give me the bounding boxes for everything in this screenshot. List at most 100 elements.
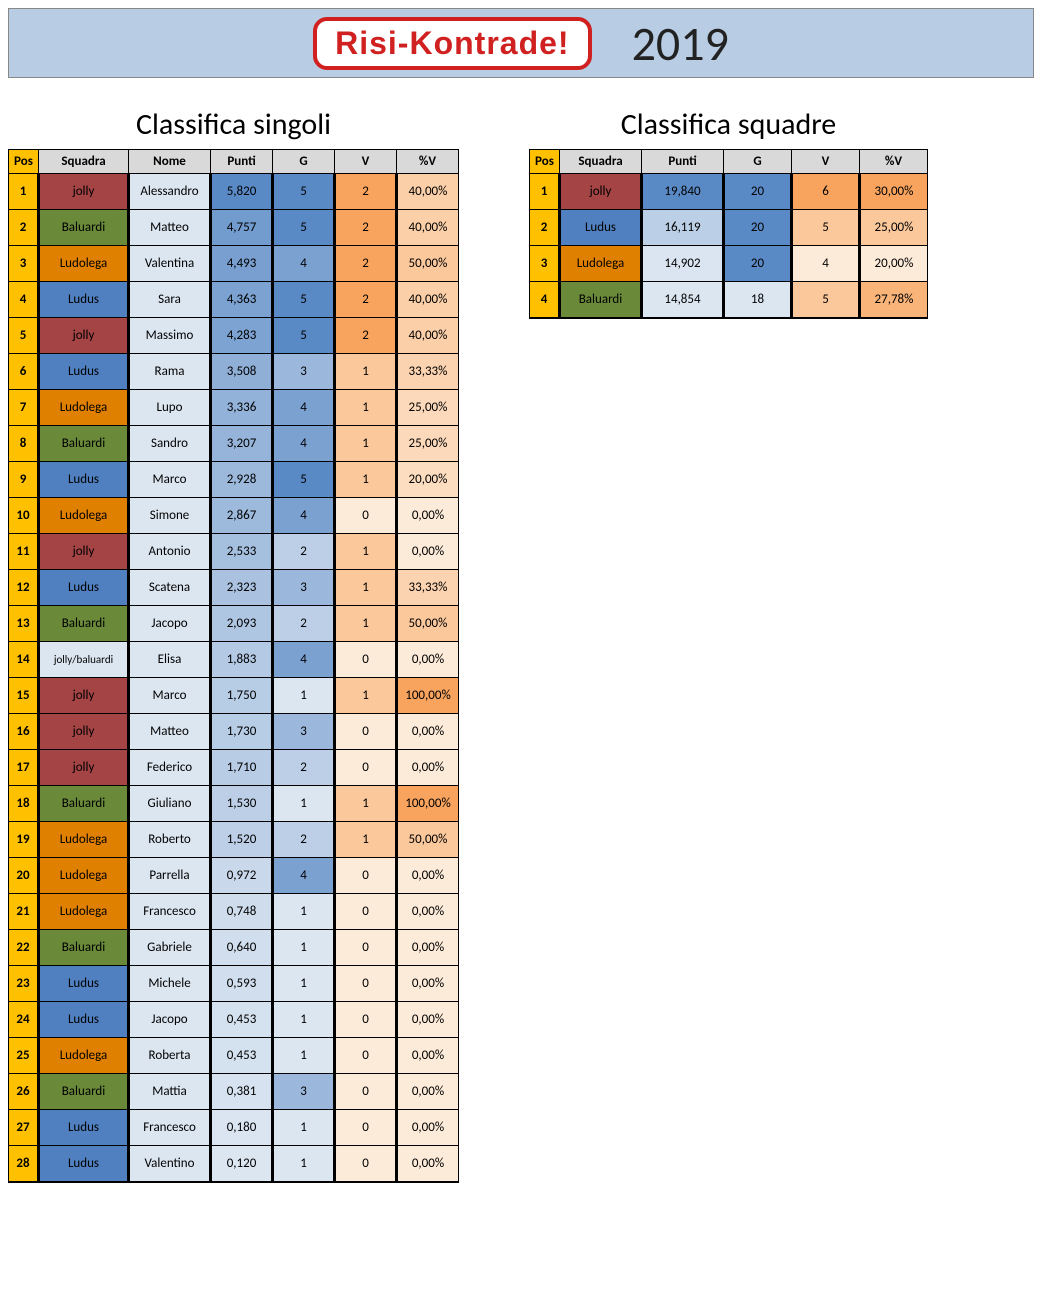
g-cell: 20 [724, 174, 792, 210]
pv-cell: 0,00% [397, 750, 459, 786]
pos-cell: 26 [9, 1074, 39, 1110]
nome-cell: Giuliano [129, 786, 211, 822]
punti-cell: 0,381 [211, 1074, 273, 1110]
pv-cell: 100,00% [397, 786, 459, 822]
nome-cell: Federico [129, 750, 211, 786]
g-cell: 3 [273, 570, 335, 606]
v-cell: 1 [335, 570, 397, 606]
punti-cell: 1,730 [211, 714, 273, 750]
pv-cell: 20,00% [397, 462, 459, 498]
squadre-title: Classifica squadre [529, 106, 928, 143]
v-cell: 0 [335, 930, 397, 966]
v-cell: 0 [335, 966, 397, 1002]
squadra-cell: Ludus [39, 354, 129, 390]
v-cell: 1 [335, 606, 397, 642]
nome-cell: Valentino [129, 1146, 211, 1182]
v-cell: 2 [335, 246, 397, 282]
punti-cell: 0,748 [211, 894, 273, 930]
squadra-cell: Baluardi [39, 930, 129, 966]
punti-cell: 1,710 [211, 750, 273, 786]
nome-cell: Francesco [129, 1110, 211, 1146]
v-cell: 2 [335, 174, 397, 210]
punti-cell: 2,093 [211, 606, 273, 642]
punti-cell: 16,119 [642, 210, 724, 246]
pv-cell: 27,78% [860, 282, 928, 318]
squadra-cell: jolly [39, 714, 129, 750]
pos-cell: 4 [9, 282, 39, 318]
nome-cell: Marco [129, 678, 211, 714]
v-cell: 1 [335, 426, 397, 462]
v-cell: 0 [335, 750, 397, 786]
v-cell: 0 [335, 1038, 397, 1074]
punti-cell: 1,883 [211, 642, 273, 678]
table-row: 4LudusSara4,3635240,00% [9, 282, 459, 318]
table-row: 25LudolegaRoberta0,453100,00% [9, 1038, 459, 1074]
col-header: V [792, 150, 860, 174]
nome-cell: Antonio [129, 534, 211, 570]
table-row: 2Ludus16,11920525,00% [530, 210, 928, 246]
pv-cell: 0,00% [397, 1038, 459, 1074]
tables-container: Classifica singoli PosSquadraNomePuntiGV… [0, 86, 1042, 1191]
singoli-table: PosSquadraNomePuntiGV%V 1jollyAlessandro… [8, 149, 459, 1183]
punti-cell: 3,336 [211, 390, 273, 426]
punti-cell: 4,493 [211, 246, 273, 282]
pos-cell: 11 [9, 534, 39, 570]
table-row: 6LudusRama3,5083133,33% [9, 354, 459, 390]
v-cell: 1 [335, 534, 397, 570]
pv-cell: 25,00% [397, 426, 459, 462]
pv-cell: 33,33% [397, 354, 459, 390]
g-cell: 1 [273, 894, 335, 930]
squadra-cell: Ludus [39, 1146, 129, 1182]
g-cell: 4 [273, 858, 335, 894]
v-cell: 2 [335, 318, 397, 354]
squadra-cell: Ludolega [39, 822, 129, 858]
table-row: 9LudusMarco2,9285120,00% [9, 462, 459, 498]
pos-cell: 1 [530, 174, 560, 210]
table-row: 17jollyFederico1,710200,00% [9, 750, 459, 786]
pos-cell: 19 [9, 822, 39, 858]
table-row: 28LudusValentino0,120100,00% [9, 1146, 459, 1182]
pv-cell: 30,00% [860, 174, 928, 210]
v-cell: 1 [335, 786, 397, 822]
table-row: 15jollyMarco1,75011100,00% [9, 678, 459, 714]
g-cell: 5 [273, 462, 335, 498]
squadra-cell: jolly [39, 678, 129, 714]
pv-cell: 0,00% [397, 1110, 459, 1146]
singoli-header-row: PosSquadraNomePuntiGV%V [9, 150, 459, 174]
v-cell: 1 [335, 822, 397, 858]
v-cell: 1 [335, 678, 397, 714]
punti-cell: 1,750 [211, 678, 273, 714]
pos-cell: 25 [9, 1038, 39, 1074]
pv-cell: 33,33% [397, 570, 459, 606]
punti-cell: 2,533 [211, 534, 273, 570]
g-cell: 1 [273, 678, 335, 714]
table-row: 14jolly/baluardiElisa1,883400,00% [9, 642, 459, 678]
v-cell: 0 [335, 714, 397, 750]
table-row: 5jollyMassimo4,2835240,00% [9, 318, 459, 354]
g-cell: 4 [273, 642, 335, 678]
g-cell: 2 [273, 606, 335, 642]
squadra-cell: Ludus [39, 1002, 129, 1038]
v-cell: 1 [335, 354, 397, 390]
v-cell: 5 [792, 282, 860, 318]
g-cell: 18 [724, 282, 792, 318]
table-row: 11jollyAntonio2,533210,00% [9, 534, 459, 570]
pos-cell: 24 [9, 1002, 39, 1038]
squadra-cell: Baluardi [560, 282, 642, 318]
pv-cell: 0,00% [397, 966, 459, 1002]
squadra-cell: jolly [39, 750, 129, 786]
g-cell: 1 [273, 930, 335, 966]
table-row: 10LudolegaSimone2,867400,00% [9, 498, 459, 534]
squadra-cell: Baluardi [39, 786, 129, 822]
squadra-cell: Baluardi [39, 210, 129, 246]
header-bar: Risi-Kontrade! 2019 [8, 8, 1034, 78]
col-header: %V [397, 150, 459, 174]
table-row: 3LudolegaValentina4,4934250,00% [9, 246, 459, 282]
squadra-cell: Ludus [560, 210, 642, 246]
squadra-cell: Baluardi [39, 426, 129, 462]
pv-cell: 40,00% [397, 318, 459, 354]
pv-cell: 50,00% [397, 822, 459, 858]
col-header: Squadra [39, 150, 129, 174]
pv-cell: 40,00% [397, 282, 459, 318]
pv-cell: 0,00% [397, 498, 459, 534]
